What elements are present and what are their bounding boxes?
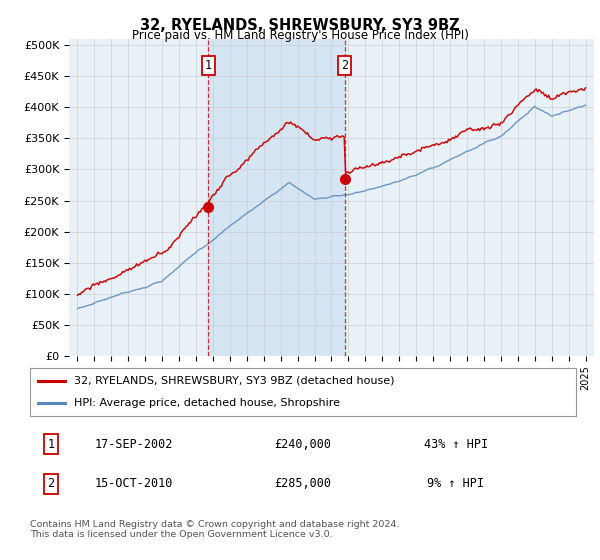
Text: 2: 2 [47,477,55,490]
Text: 9% ↑ HPI: 9% ↑ HPI [427,477,484,490]
Text: 2: 2 [341,59,349,72]
Bar [208,39,345,356]
Text: Price paid vs. HM Land Registry's House Price Index (HPI): Price paid vs. HM Land Registry's House … [131,29,469,42]
Text: 17-SEP-2002: 17-SEP-2002 [95,438,173,451]
Text: 43% ↑ HPI: 43% ↑ HPI [424,438,488,451]
Text: 1: 1 [47,438,55,451]
Text: 32, RYELANDS, SHREWSBURY, SY3 9BZ (detached house): 32, RYELANDS, SHREWSBURY, SY3 9BZ (detac… [74,376,394,386]
Text: 32, RYELANDS, SHREWSBURY, SY3 9BZ: 32, RYELANDS, SHREWSBURY, SY3 9BZ [140,18,460,33]
Text: Contains HM Land Registry data © Crown copyright and database right 2024.
This d: Contains HM Land Registry data © Crown c… [30,520,400,539]
Text: £240,000: £240,000 [275,438,331,451]
Text: HPI: Average price, detached house, Shropshire: HPI: Average price, detached house, Shro… [74,398,340,408]
Text: £285,000: £285,000 [275,477,331,490]
Text: 15-OCT-2010: 15-OCT-2010 [95,477,173,490]
Text: 1: 1 [205,59,212,72]
